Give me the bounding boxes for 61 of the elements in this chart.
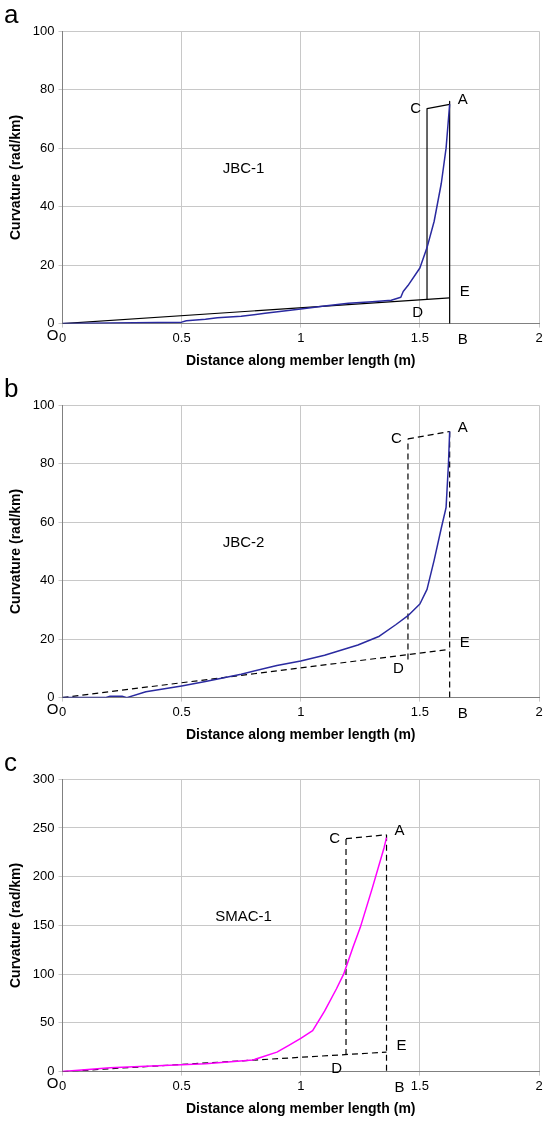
y-tick-label: 0: [47, 689, 55, 705]
y-tick-label: 200: [32, 868, 55, 884]
y-tick-label: 100: [32, 965, 55, 981]
y-tick-label: 20: [40, 256, 55, 272]
y-axis-title: Curvature (rad/km): [7, 488, 24, 615]
y-tick-label: 50: [40, 1014, 55, 1030]
y-tick-label: 300: [32, 770, 55, 786]
y-tick-label: 60: [40, 139, 55, 155]
y-tick-label: 0: [47, 1063, 55, 1079]
y-tick-label: 60: [40, 513, 55, 529]
x-tick-label: 1.5: [410, 329, 429, 345]
x-axis-title: Distance along member length (m): [186, 1100, 416, 1117]
annotation: D: [412, 303, 424, 321]
y-tick-label: 40: [40, 572, 55, 588]
y-axis-title: Curvature (rad/km): [7, 862, 24, 989]
annotation: E: [396, 1036, 407, 1054]
y-tick-label: 150: [32, 916, 55, 932]
x-tick-label: 0.5: [172, 703, 191, 719]
x-tick-label: 0: [58, 329, 67, 345]
x-tick-label: 2: [535, 329, 543, 345]
y-tick-label: 100: [32, 22, 55, 38]
y-tick-label: 80: [40, 455, 55, 471]
y-tick-label: 80: [40, 81, 55, 97]
annotation: B: [394, 1077, 405, 1095]
annotation: D: [393, 658, 405, 676]
annotation: C: [329, 828, 341, 846]
x-tick-label: 0: [58, 1077, 67, 1093]
y-tick-label: 100: [32, 396, 55, 412]
x-tick-label: 1: [297, 1077, 305, 1093]
annotation: E: [459, 633, 470, 651]
y-tick-label: 40: [40, 198, 55, 214]
text: JBC-1: [222, 158, 265, 176]
x-tick-label: 1.5: [410, 703, 429, 719]
annotation: C: [391, 428, 403, 446]
y-tick-label: 250: [32, 819, 55, 835]
chart-title: c: [4, 746, 17, 777]
y-tick-label: 20: [40, 630, 55, 646]
chart-title: a: [4, 0, 19, 29]
x-tick-label: 0.5: [172, 1077, 191, 1093]
text: JBC-2: [222, 532, 265, 550]
x-axis-title: Distance along member length (m): [186, 352, 416, 369]
annotation: E: [459, 282, 470, 300]
annotation: B: [457, 703, 468, 721]
annotation: B: [457, 329, 468, 347]
x-tick-label: 1: [297, 329, 305, 345]
annotation: D: [331, 1059, 343, 1077]
y-axis-title: Curvature (rad/km): [7, 114, 24, 241]
x-tick-label: 0: [58, 703, 67, 719]
text: SMAC-1: [215, 906, 272, 924]
annotation: A: [457, 90, 468, 108]
x-tick-label: 2: [535, 1077, 543, 1093]
annotation: A: [394, 820, 405, 838]
chart-title: b: [4, 372, 19, 403]
annotation: C: [410, 98, 422, 116]
x-tick-label: 0.5: [172, 329, 191, 345]
x-tick-label: 1.5: [410, 1077, 429, 1093]
x-axis-title: Distance along member length (m): [186, 726, 416, 743]
x-tick-label: 2: [535, 703, 543, 719]
y-tick-label: 0: [47, 315, 55, 331]
x-tick-label: 1: [297, 703, 305, 719]
annotation: A: [457, 417, 468, 435]
